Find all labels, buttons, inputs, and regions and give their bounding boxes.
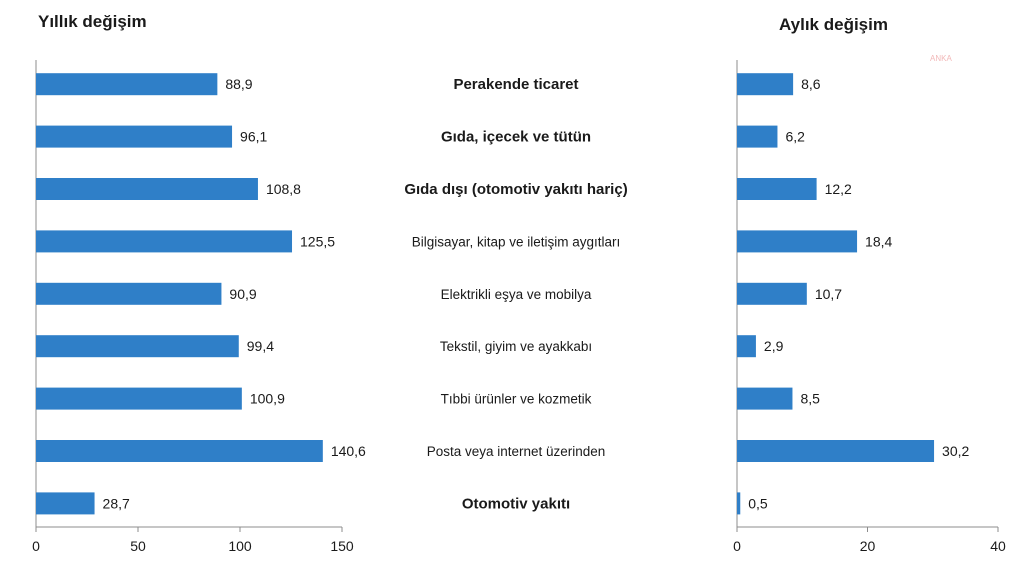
data-label: 96,1 <box>240 129 267 145</box>
bar <box>36 230 293 253</box>
x-tick-label: 100 <box>228 538 252 554</box>
bar <box>36 125 233 148</box>
category-label: Tekstil, giyim ve ayakkabı <box>440 339 592 354</box>
bar <box>737 178 817 200</box>
bar <box>737 387 793 410</box>
watermark-logo: ANKA <box>930 54 952 63</box>
x-tick-label: 40 <box>990 538 1006 554</box>
bar <box>36 335 239 358</box>
data-label: 0,5 <box>748 495 768 511</box>
data-label: 140,6 <box>331 443 366 459</box>
bar <box>737 230 858 253</box>
data-label: 2,9 <box>764 338 784 354</box>
category-label: Tıbbi ürünler ve kozmetik <box>441 392 592 407</box>
data-label: 108,8 <box>266 181 301 197</box>
data-label: 28,7 <box>103 495 130 511</box>
category-label: Perakende ticaret <box>453 76 578 93</box>
category-label: Otomotiv yakıtı <box>462 495 570 512</box>
data-label: 125,5 <box>300 233 335 249</box>
category-label: Gıda, içecek ve tütün <box>441 129 591 146</box>
bar <box>737 492 741 515</box>
x-tick-label: 150 <box>330 538 354 554</box>
x-tick-label: 0 <box>32 538 40 554</box>
category-label: Posta veya internet üzerinden <box>427 444 606 459</box>
data-label: 30,2 <box>942 443 969 459</box>
data-label: 100,9 <box>250 391 285 407</box>
bar <box>737 73 794 96</box>
category-label: Gıda dışı (otomotiv yakıtı hariç) <box>404 181 627 198</box>
category-label: Bilgisayar, kitap ve iletişim aygıtları <box>412 234 621 249</box>
monthly-change-title: Aylık değişim <box>779 15 888 34</box>
data-label: 90,9 <box>229 286 256 302</box>
x-tick-label: 20 <box>860 538 876 554</box>
x-tick-label: 50 <box>130 538 146 554</box>
bar <box>36 492 95 515</box>
bar <box>36 387 242 410</box>
data-label: 6,2 <box>785 129 805 145</box>
category-label: Elektrikli eşya ve mobilya <box>441 287 592 302</box>
data-label: 18,4 <box>865 233 892 249</box>
data-label: 10,7 <box>815 286 842 302</box>
data-label: 88,9 <box>225 76 252 92</box>
bar <box>737 335 756 358</box>
bar <box>36 440 323 462</box>
annual-change-title: Yıllık değişim <box>38 12 147 31</box>
bar <box>36 73 218 96</box>
bar <box>36 178 258 200</box>
data-label: 8,5 <box>800 391 820 407</box>
bar <box>737 125 778 148</box>
data-label: 12,2 <box>825 181 852 197</box>
x-tick-label: 0 <box>733 538 741 554</box>
bar <box>737 440 935 462</box>
bar <box>36 282 222 305</box>
data-label: 99,4 <box>247 338 274 354</box>
bar <box>737 282 807 305</box>
data-label: 8,6 <box>801 76 821 92</box>
